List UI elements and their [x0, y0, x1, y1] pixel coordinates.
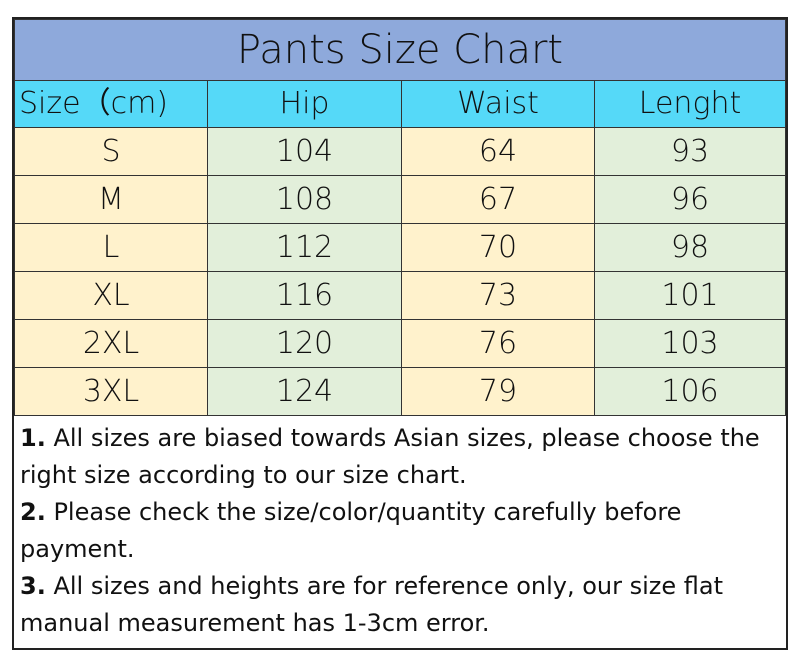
hip-cell: 124 [207, 367, 402, 416]
length-cell: 103 [594, 319, 786, 368]
length-cell: 98 [594, 223, 786, 272]
header-waist: Waist [401, 80, 595, 128]
hip-cell: 108 [207, 175, 402, 224]
waist-cell: 73 [401, 271, 595, 320]
size-chart: Pants Size Chart Size（cm) Hip Waist Leng… [12, 17, 788, 650]
hip-cell: 112 [207, 223, 402, 272]
size-cell: 2XL [14, 319, 208, 368]
size-cell: M [14, 175, 208, 224]
size-cell: 3XL [14, 367, 208, 416]
length-cell: 93 [594, 127, 786, 176]
table-row: XL 116 73 101 [14, 271, 786, 320]
note-text: All sizes and heights are for reference … [20, 572, 724, 637]
chart-title: Pants Size Chart [14, 19, 786, 81]
size-cell: S [14, 127, 208, 176]
waist-cell: 67 [401, 175, 595, 224]
note-item: 1. All sizes are biased towards Asian si… [20, 420, 780, 494]
header-row: Size（cm) Hip Waist Lenght [14, 80, 786, 128]
note-item: 2. Please check the size/color/quantity … [20, 494, 780, 568]
waist-cell: 79 [401, 367, 595, 416]
length-cell: 106 [594, 367, 786, 416]
notes: 1. All sizes are biased towards Asian si… [14, 416, 786, 648]
table-row: L 112 70 98 [14, 223, 786, 272]
size-table: Pants Size Chart Size（cm) Hip Waist Leng… [14, 19, 786, 416]
table-row: M 108 67 96 [14, 175, 786, 224]
length-cell: 96 [594, 175, 786, 224]
note-text: Please check the size/color/quantity car… [20, 498, 682, 563]
size-cell: XL [14, 271, 208, 320]
waist-cell: 70 [401, 223, 595, 272]
note-number: 1. [20, 424, 46, 452]
hip-cell: 116 [207, 271, 402, 320]
table-row: 2XL 120 76 103 [14, 319, 786, 368]
table-row: S 104 64 93 [14, 127, 786, 176]
header-length: Lenght [594, 80, 786, 128]
table-row: 3XL 124 79 106 [14, 367, 786, 416]
size-cell: L [14, 223, 208, 272]
header-hip: Hip [207, 80, 402, 128]
hip-cell: 120 [207, 319, 402, 368]
waist-cell: 64 [401, 127, 595, 176]
length-cell: 101 [594, 271, 786, 320]
note-number: 2. [20, 498, 46, 526]
waist-cell: 76 [401, 319, 595, 368]
note-text: All sizes are biased towards Asian sizes… [20, 424, 760, 489]
hip-cell: 104 [207, 127, 402, 176]
note-item: 3. All sizes and heights are for referen… [20, 568, 780, 642]
note-number: 3. [20, 572, 46, 600]
header-size: Size（cm) [14, 80, 208, 128]
